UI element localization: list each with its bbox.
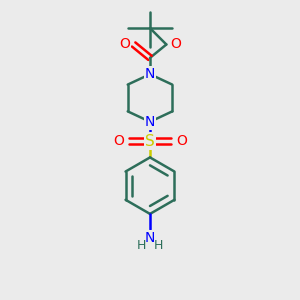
Text: N: N [145, 115, 155, 129]
Text: O: O [170, 38, 181, 52]
Text: N: N [145, 231, 155, 245]
Text: H: H [137, 238, 146, 252]
Text: O: O [176, 134, 187, 148]
Text: H: H [154, 238, 163, 252]
Text: O: O [119, 38, 130, 52]
Text: S: S [145, 134, 155, 148]
Text: O: O [113, 134, 124, 148]
Text: N: N [145, 67, 155, 81]
